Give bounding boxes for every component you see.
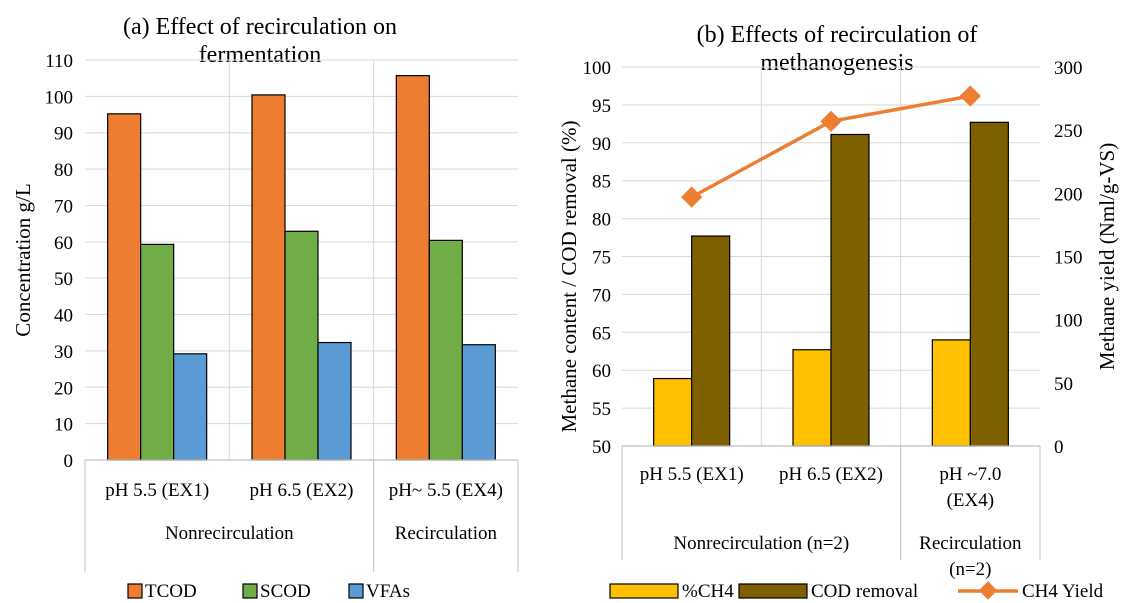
y-tick-label: 20 [54,378,73,399]
y-left-tick-label: 70 [592,285,611,306]
y-tick-label: 80 [54,160,73,181]
y-tick-label: 90 [54,124,73,145]
y-right-tick-label: 200 [1054,184,1083,205]
y-left-tick-label: 60 [592,361,611,382]
bar-scod [428,239,463,461]
y-left-tick-label: 95 [592,96,611,117]
legend-swatch-vfas [348,583,364,599]
x-category-label: pH 6.5 (EX2) [250,480,354,501]
bar-cod-removal [691,235,731,447]
y-tick-label: 30 [54,342,73,363]
legend-label: %CH4 [682,581,734,602]
y-right-tick-label: 300 [1054,58,1083,79]
legend-label: TCOD [145,581,197,602]
y-tick-label: 10 [54,415,73,436]
legend-swatch-scod [242,583,258,599]
bar--ch4 [792,349,832,447]
x-group-label: (n=2) [949,559,991,580]
x-group-label: Recirculation [919,533,1022,554]
y-left-tick-label: 75 [592,248,611,269]
y-left-tick-label: 50 [592,437,611,458]
y-tick-label: 50 [54,269,73,290]
x-group-label: Recirculation [395,523,498,544]
y-tick-label: 110 [45,51,73,72]
y-tick-label: 0 [64,451,74,472]
chart-title: fermentation [199,42,322,68]
y-axis-label: Concentration g/L [11,183,35,336]
y-left-tick-label: 65 [592,323,611,344]
x-group-label: Nonrecirculation [165,523,294,544]
legend-swatch-tcod [127,583,143,599]
y-left-tick-label: 85 [592,172,611,193]
y-tick-label: 100 [45,87,74,108]
bar-tcod [107,113,142,461]
chart-title: (a) Effect of recirculation on [123,14,397,40]
y-right-tick-label: 150 [1054,248,1083,269]
point-ch4-yield [959,85,981,107]
y-left-tick-label: 55 [592,399,611,420]
y-right-tick-label: 0 [1054,437,1064,458]
bar-scod [284,230,319,461]
bar-vfas [173,353,208,461]
x-category-label: pH 6.5 (EX2) [779,464,883,485]
x-category-label: pH ~7.0 [939,464,1001,485]
chart-title: (b) Effects of recirculation of [697,22,978,48]
bar--ch4 [653,377,693,447]
bar-tcod [251,94,286,461]
x-category-label: pH~ 5.5 (EX4) [389,480,503,501]
y-left-axis-label: Methane content / COD removal (%) [557,121,581,433]
point-ch4-yield [820,110,842,132]
x-category-label: (EX4) [947,490,994,511]
bar-vfas [461,344,496,461]
legend-label: SCOD [260,581,311,602]
x-category-label: pH 5.5 (EX1) [105,480,209,501]
legend-label: VFAs [366,581,410,602]
bar-vfas [317,341,352,461]
legend-swatch-cod-removal [738,583,808,599]
y-left-tick-label: 90 [592,134,611,155]
point-ch4-yield [681,186,703,208]
legend-swatch--ch4 [609,583,679,599]
x-group-label: Nonrecirculation (n=2) [673,533,849,554]
legend-label: COD removal [811,581,918,602]
bar-cod-removal [969,121,1009,447]
bar-scod [140,243,175,461]
y-right-axis-label: Methane yield (Nml/g-VS) [1095,143,1119,370]
chart-title: methanogenesis [760,50,913,76]
bar--ch4 [931,339,971,447]
y-right-tick-label: 100 [1054,311,1083,332]
y-right-tick-label: 50 [1054,374,1073,395]
y-tick-label: 40 [54,306,73,327]
legend-marker-ch4-yield [978,581,998,600]
y-tick-label: 70 [54,196,73,217]
legend-label: CH4 Yield [1022,581,1104,602]
x-category-label: pH 5.5 (EX1) [640,464,744,485]
bar-cod-removal [830,133,870,447]
y-left-tick-label: 100 [583,58,612,79]
y-right-tick-label: 250 [1054,121,1083,142]
y-left-tick-label: 80 [592,210,611,231]
y-tick-label: 60 [54,233,73,254]
